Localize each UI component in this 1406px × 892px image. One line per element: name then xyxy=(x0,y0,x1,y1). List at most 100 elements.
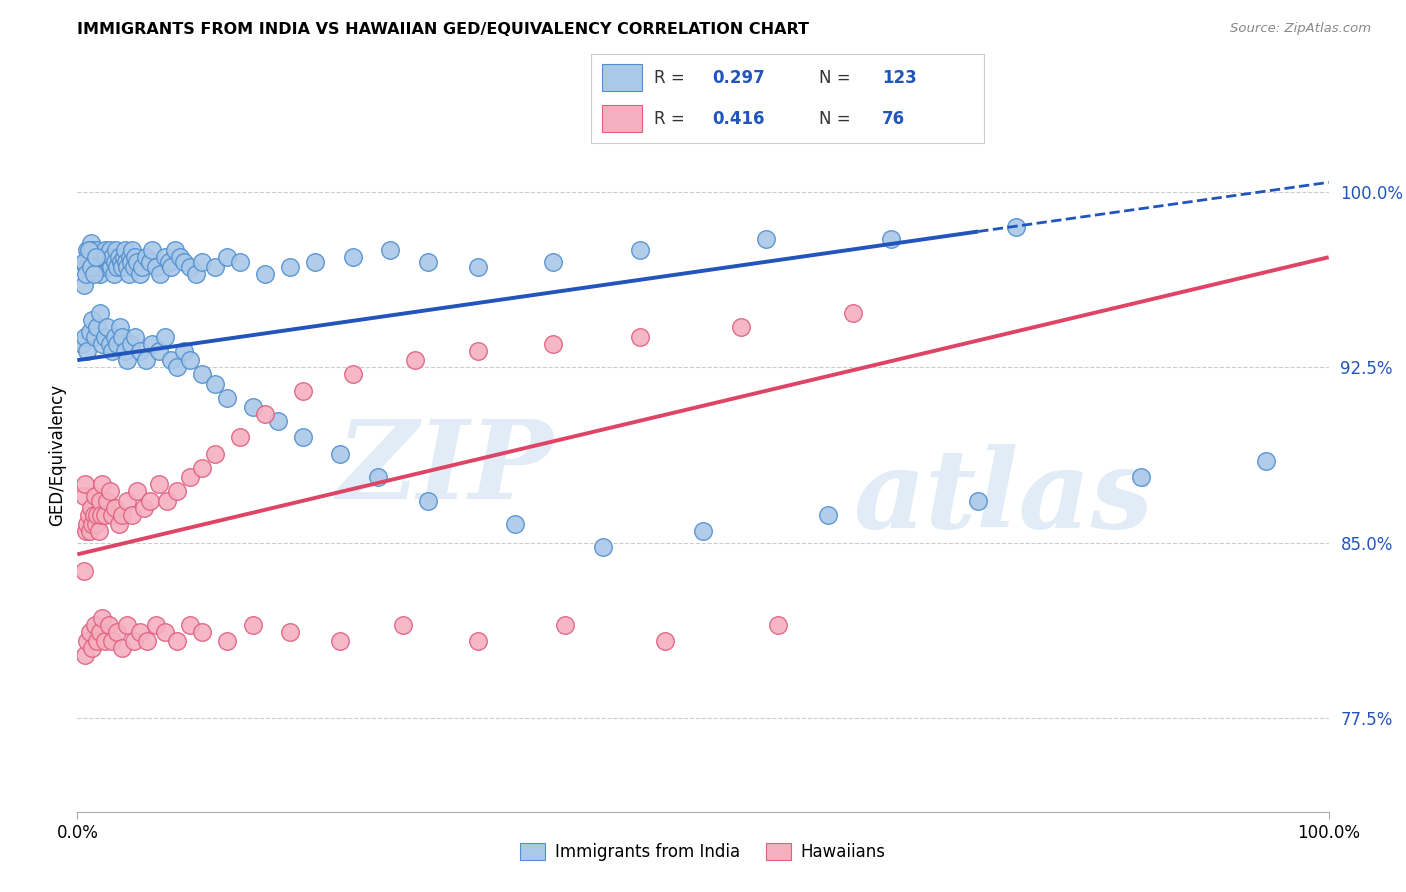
Point xyxy=(141,243,163,257)
Point xyxy=(630,243,652,257)
Point xyxy=(105,336,128,351)
Point xyxy=(94,330,117,344)
Point xyxy=(83,617,105,632)
Point xyxy=(755,231,778,245)
Point xyxy=(108,320,131,334)
Point xyxy=(253,407,276,421)
Point xyxy=(79,524,101,538)
Point xyxy=(217,250,239,264)
Point xyxy=(98,243,121,257)
Point xyxy=(73,648,96,662)
Point xyxy=(766,617,789,632)
Point xyxy=(110,255,132,269)
Point xyxy=(505,516,527,531)
Point xyxy=(242,400,264,414)
Point xyxy=(141,336,163,351)
Point xyxy=(83,267,105,281)
Point xyxy=(107,516,129,531)
Point xyxy=(118,250,141,264)
Point xyxy=(76,343,98,358)
Point xyxy=(204,260,226,274)
Point xyxy=(94,243,117,257)
Point xyxy=(160,353,183,368)
Point xyxy=(101,250,124,264)
Point xyxy=(101,634,124,648)
Point xyxy=(253,267,276,281)
Point xyxy=(72,564,94,578)
Point xyxy=(880,231,903,245)
Point xyxy=(229,255,252,269)
Point xyxy=(83,508,105,522)
Point xyxy=(94,250,117,264)
Point xyxy=(86,634,108,648)
Point xyxy=(84,260,107,274)
Point xyxy=(166,360,188,375)
Point xyxy=(541,255,564,269)
Point xyxy=(630,330,652,344)
Point xyxy=(87,255,110,269)
Point xyxy=(98,336,121,351)
Point xyxy=(266,414,288,428)
Point xyxy=(96,320,118,334)
Point xyxy=(91,250,114,264)
Point xyxy=(467,260,489,274)
Point xyxy=(204,376,226,391)
Point xyxy=(114,243,136,257)
Point xyxy=(166,484,188,499)
Point xyxy=(416,493,439,508)
Point xyxy=(842,306,865,320)
Point xyxy=(156,493,179,508)
Point xyxy=(82,313,104,327)
Point xyxy=(76,516,98,531)
Point xyxy=(89,493,111,508)
Point xyxy=(97,255,120,269)
Point xyxy=(153,250,176,264)
Point xyxy=(111,330,134,344)
Point xyxy=(554,617,576,632)
Point xyxy=(72,336,94,351)
Point xyxy=(179,470,201,484)
Point xyxy=(416,255,439,269)
Point xyxy=(72,278,94,293)
Point xyxy=(91,336,114,351)
Point xyxy=(329,447,352,461)
Point xyxy=(75,267,97,281)
Point xyxy=(304,255,326,269)
Point xyxy=(179,260,201,274)
Point xyxy=(90,260,112,274)
Point xyxy=(77,255,100,269)
Text: atlas: atlas xyxy=(853,444,1153,551)
Point xyxy=(80,500,103,515)
Point xyxy=(117,493,139,508)
Point xyxy=(89,306,111,320)
Point xyxy=(103,267,125,281)
Point xyxy=(692,524,714,538)
Point xyxy=(132,500,155,515)
Point xyxy=(169,250,191,264)
Point xyxy=(122,260,145,274)
Point xyxy=(204,447,226,461)
Point xyxy=(89,267,111,281)
Point xyxy=(217,391,239,405)
Point xyxy=(72,255,94,269)
Point xyxy=(148,343,170,358)
Point xyxy=(76,243,98,257)
Point xyxy=(229,430,252,444)
Point xyxy=(127,484,149,499)
Point xyxy=(105,624,128,639)
Legend: Immigrants from India, Hawaiians: Immigrants from India, Hawaiians xyxy=(513,836,893,868)
Point xyxy=(82,243,104,257)
Point xyxy=(105,243,128,257)
Point xyxy=(83,250,105,264)
Point xyxy=(391,617,413,632)
Point xyxy=(179,617,201,632)
Text: 0.416: 0.416 xyxy=(713,110,765,128)
Point xyxy=(104,330,127,344)
Point xyxy=(139,493,162,508)
Point xyxy=(80,260,103,274)
Point xyxy=(120,255,142,269)
Point xyxy=(77,243,100,257)
Point xyxy=(73,255,96,269)
Point xyxy=(191,460,214,475)
Point xyxy=(87,524,110,538)
